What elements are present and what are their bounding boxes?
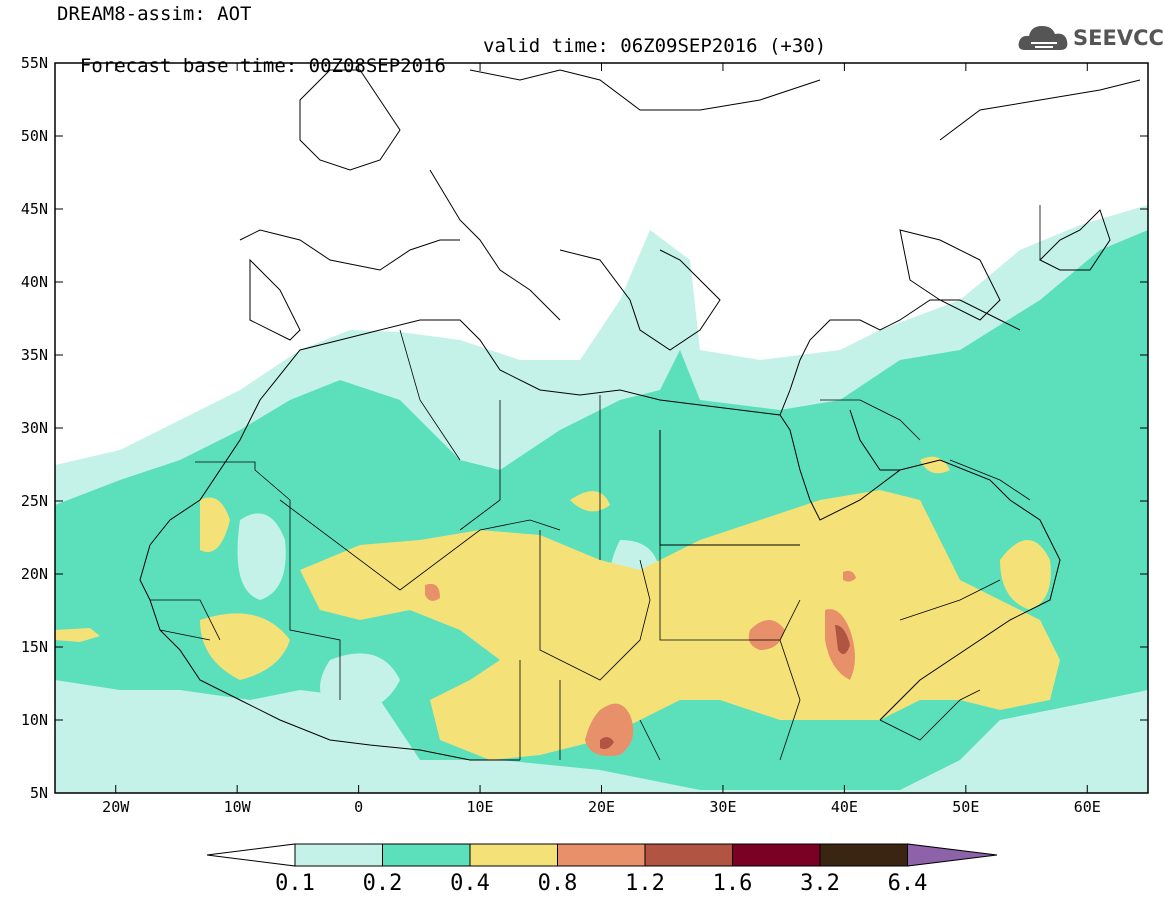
coastlines: [139, 69, 1141, 761]
aot-band-0-8: [425, 583, 440, 601]
lat-label: 30N: [21, 419, 48, 437]
lat-label: 50N: [21, 127, 48, 145]
colorbar-level-label: 0.2: [362, 871, 403, 896]
logo-text: SEEVCCC: [1073, 26, 1165, 50]
lon-label: 50E: [952, 798, 979, 816]
borders: [150, 205, 1041, 761]
aot-field: [55, 205, 1148, 793]
aot-band-0-4: [300, 490, 1060, 760]
lat-label: 5N: [30, 784, 48, 802]
lat-label: 15N: [21, 638, 48, 656]
lon-label: 0: [354, 798, 363, 816]
lon-label: 30E: [709, 798, 736, 816]
lat-label: 55N: [21, 54, 48, 72]
colorbar-level-label: 0.8: [537, 871, 578, 896]
valid-time: valid time: 06Z09SEP2016 (+30): [483, 35, 827, 57]
base-time: Forecast base time: 00Z08SEP2016: [79, 55, 446, 77]
lon-label: 60E: [1074, 798, 1101, 816]
lat-label: 35N: [21, 346, 48, 364]
lat-label: 20N: [21, 565, 48, 583]
aot-band-1-2: [600, 736, 614, 750]
colorbar-level-label: 1.6: [712, 871, 753, 896]
colorbar-level-label: 0.1: [275, 871, 315, 896]
colorbar-level-label: 6.4: [887, 871, 928, 896]
colorbar-level-label: 1.2: [625, 871, 665, 896]
lat-label: 10N: [21, 711, 48, 729]
lon-label: 20W: [102, 798, 130, 816]
lon-label: 20E: [588, 798, 615, 816]
lat-label: 45N: [21, 200, 48, 218]
cloud-logo-icon: [1018, 26, 1068, 50]
lon-label: 10E: [467, 798, 494, 816]
lon-label: 10W: [224, 798, 252, 816]
colorbar-level-label: 0.4: [450, 871, 490, 896]
forecast-times: Forecast base time: 00Z08SEP2016 valid t…: [57, 36, 826, 96]
seevccc-logo: SEEVCCC: [1017, 20, 1165, 60]
lon-label: 40E: [831, 798, 858, 816]
lat-label: 25N: [21, 492, 48, 510]
lat-label: 40N: [21, 273, 48, 291]
colorbar-level-label: 3.2: [800, 871, 840, 896]
map-title: DREAM8-assim: AOT: [57, 3, 252, 25]
longitude-axis: 20W 10W 0 10E 20E 30E 40E 50E 60E: [102, 63, 1101, 816]
latitude-axis: 55N 50N 45N 40N 35N 30N 25N 20N 15N 10N 5N: [21, 54, 1148, 802]
